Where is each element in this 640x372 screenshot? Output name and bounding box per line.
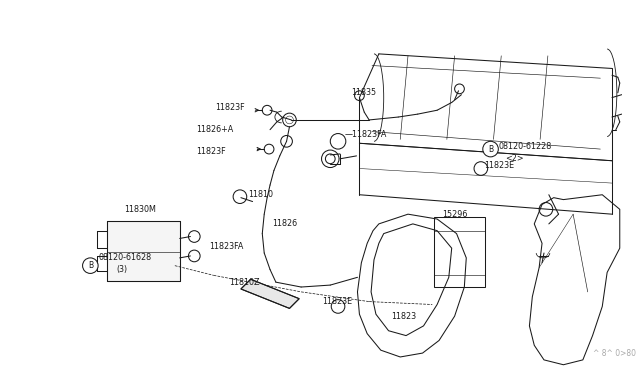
Polygon shape: [241, 279, 299, 308]
Text: 11826: 11826: [272, 219, 297, 228]
Text: 11823F: 11823F: [216, 103, 245, 112]
Text: 11823E: 11823E: [323, 297, 353, 306]
Text: (3): (3): [116, 265, 128, 274]
Text: 08120-61228: 08120-61228: [499, 142, 552, 151]
Text: ^ 8^ 0>80: ^ 8^ 0>80: [593, 349, 636, 357]
Circle shape: [483, 141, 499, 157]
Bar: [107, 221, 180, 281]
Text: B: B: [88, 261, 93, 270]
Text: 11823FA: 11823FA: [209, 242, 243, 251]
Text: B: B: [488, 145, 493, 154]
Text: 11830M: 11830M: [124, 205, 156, 214]
Text: 11823: 11823: [392, 312, 417, 321]
Text: <2>: <2>: [505, 154, 524, 163]
Text: 11826+A: 11826+A: [196, 125, 234, 134]
Text: 08120-61628: 08120-61628: [98, 253, 151, 262]
Bar: [434, 217, 484, 287]
Text: 11810: 11810: [248, 190, 273, 199]
Text: 15296: 15296: [442, 210, 467, 219]
Text: —11823FA: —11823FA: [345, 130, 387, 139]
Circle shape: [83, 258, 98, 273]
Text: 11823E: 11823E: [484, 161, 514, 170]
Bar: [107, 221, 180, 281]
Text: 11810Z: 11810Z: [229, 278, 260, 287]
Text: 11835: 11835: [351, 88, 377, 97]
Text: 11823F: 11823F: [196, 147, 226, 155]
